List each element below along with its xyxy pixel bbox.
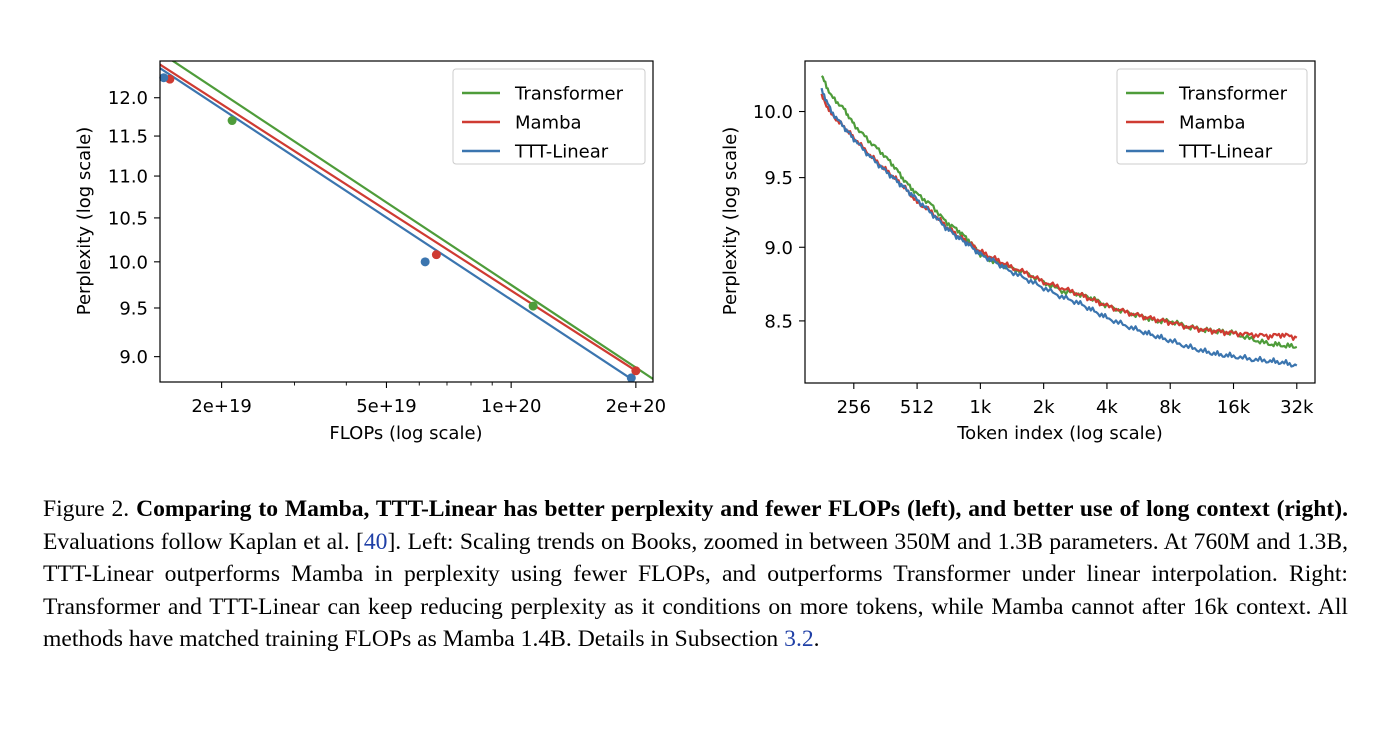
r-x-tick-label: 16k [1217, 397, 1251, 418]
r-x-tick-label: 4k [1096, 397, 1118, 418]
r-x-tick-label: 32k [1280, 397, 1314, 418]
r-y-tick-label: 8.5 [764, 311, 793, 332]
left-data-point-mamba [631, 366, 641, 376]
right-y-axis-label: Perplexity (log scale) [720, 127, 741, 316]
right-legend: Transformer Mamba TTT-Linear [1116, 68, 1308, 165]
left-y-axis-label: Perplexity (log scale) [74, 127, 95, 316]
left-data-point-ttt-linear [420, 257, 430, 267]
l-y-tick-label: 9.5 [119, 298, 148, 319]
left-data-point-transformer [227, 116, 237, 126]
right-plot-frame [804, 60, 1316, 384]
l-y-tick-label: 10.5 [108, 208, 148, 229]
caption-text-1: Evaluations follow Kaplan et al. [ [43, 528, 364, 555]
r-legend-label: Mamba [1179, 113, 1246, 134]
l-x-tick-label: 5e+19 [356, 396, 417, 417]
figure-caption: Figure 2. Comparing to Mamba, TTT-Linear… [43, 493, 1348, 656]
figure: 2e+19 5e+19 1e+20 2e+20 12.0 11.5 11.0 10.5 10.… [74, 60, 1316, 444]
l-legend-label: Mamba [515, 113, 582, 134]
r-series-line-ttt-linear [820, 87, 1298, 368]
l-series-line-mamba [160, 63, 637, 372]
r-series-line-mamba [820, 93, 1298, 341]
l-x-tick-label: 2e+19 [191, 396, 252, 417]
scaling-chart: 2e+19 5e+19 1e+20 2e+20 12.0 11.5 11.0 10.5 10.… [74, 60, 667, 444]
r-x-tick-label: 256 [837, 397, 871, 418]
l-y-tick-label: 11.5 [108, 127, 148, 148]
l-legend-label: Transformer [514, 84, 624, 105]
r-legend-label: Transformer [1178, 84, 1288, 105]
caption-text-3: . [813, 626, 820, 653]
l-y-tick-label: 9.0 [119, 347, 148, 368]
l-y-tick-label: 12.0 [108, 88, 148, 109]
r-y-tick-label: 10.0 [753, 102, 793, 123]
r-x-tick-label: 1k [969, 397, 991, 418]
left-data-point-mamba [431, 250, 441, 260]
l-series-line-ttt-linear [160, 67, 632, 380]
r-y-tick-label: 9.5 [764, 168, 793, 189]
left-x-axis-label: FLOPs (log scale) [329, 423, 482, 444]
caption-prefix: Figure 2. [43, 496, 137, 522]
l-legend-frame [452, 68, 646, 165]
r-legend-label: TTT-Linear [1178, 142, 1273, 163]
long-context-chart: 256 512 1k 2k 4k 8k 16k 32k 10.0 9.5 9.0 8.5 Token… [720, 60, 1316, 444]
r-legend-frame [1116, 68, 1308, 165]
l-y-tick-label: 11.0 [108, 167, 148, 188]
r-x-tick-label: 8k [1159, 397, 1181, 418]
l-legend-label: TTT-Linear [514, 142, 609, 163]
right-x-axis-label: Token index (log scale) [956, 423, 1163, 444]
left-data-point-transformer [528, 301, 538, 311]
r-x-tick-label: 512 [900, 397, 934, 418]
citation-link[interactable]: 40 [363, 528, 388, 555]
r-y-tick-label: 9.0 [764, 238, 793, 259]
left-plot-frame [159, 60, 654, 383]
subsection-link[interactable]: 3.2 [784, 626, 814, 653]
caption-bold: Comparing to Mamba, TTT-Linear has bette… [136, 496, 1348, 522]
l-y-tick-label: 10.0 [108, 252, 148, 273]
l-series-line-transformer [170, 61, 653, 380]
left-legend: Transformer Mamba TTT-Linear [452, 68, 646, 165]
r-x-tick-label: 2k [1033, 397, 1055, 418]
caption-text-2: ]. Left: Scaling trends on Books, zoomed… [43, 528, 1348, 653]
l-x-tick-label: 2e+20 [606, 396, 667, 417]
left-data-point-ttt-linear [626, 373, 636, 383]
left-data-point-ttt-linear [159, 73, 169, 83]
l-x-tick-label: 1e+20 [481, 396, 542, 417]
